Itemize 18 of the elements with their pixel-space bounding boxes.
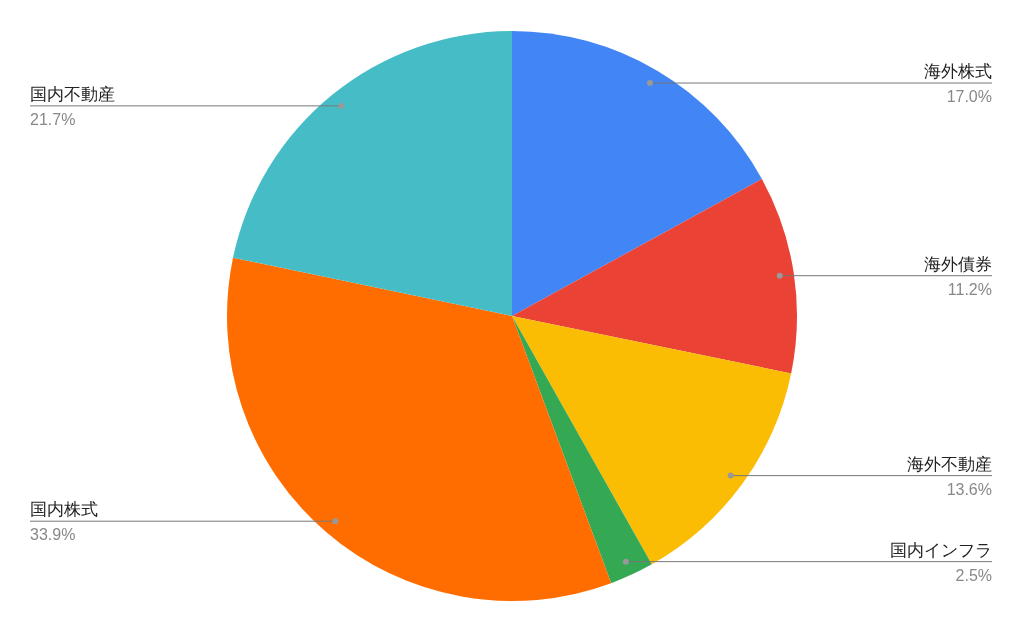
pie-slice [512,316,792,565]
data-label: 21.7% [30,110,76,128]
data-label: 33.9% [30,526,76,544]
data-label: 2.5% [955,566,992,584]
slice-label: 国内不動産 [30,83,115,104]
data-label: 11.2% [947,280,992,298]
pie-slice [512,178,797,374]
pie-slice [227,257,612,601]
pie-slice [233,31,512,316]
data-label: 17.0% [946,88,992,106]
pie-slice [512,316,652,584]
slice-label: 海外債券 [924,253,992,274]
slice-label: 国内インフラ [890,539,992,560]
slice-label: 海外株式 [924,61,992,82]
slice-label: 海外不動産 [907,453,992,474]
pie-slice [512,31,762,316]
slice-label: 国内株式 [30,499,98,520]
data-label: 13.6% [946,480,992,498]
